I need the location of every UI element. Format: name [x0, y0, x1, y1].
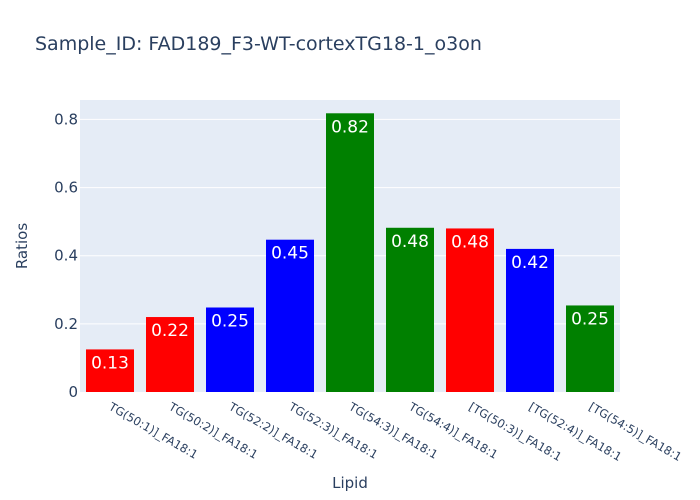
bar [266, 239, 314, 392]
bar-value-label: 0.45 [271, 244, 309, 264]
bar [506, 248, 554, 392]
y-tick-label: 0.2 [54, 315, 78, 333]
bars [86, 113, 614, 393]
y-tick-label: 0.4 [54, 247, 78, 265]
bar-value-label: 0.82 [331, 117, 369, 137]
bar-value-label: 0.22 [151, 321, 189, 341]
bar [326, 113, 374, 393]
x-axis-title: Lipid [332, 474, 368, 492]
bar-value-label: 0.25 [571, 309, 609, 329]
bar [386, 227, 434, 392]
bar-value-label: 0.25 [211, 312, 249, 332]
bar [206, 307, 254, 392]
chart-title: Sample_ID: FAD189_F3-WT-cortexTG18-1_o3o… [35, 33, 482, 55]
y-tick-label: 0.6 [54, 179, 78, 197]
x-axis-ticks: TG(50:1)]_FA18:1TG(50:2)]_FA18:1TG(52:2)… [106, 399, 685, 464]
bar-value-label: 0.42 [511, 253, 549, 273]
bar-value-label: 0.13 [91, 353, 129, 373]
y-tick-label: 0 [68, 383, 78, 401]
bar [566, 305, 614, 392]
y-axis-ticks: 0 0.2 0.4 0.6 0.8 [54, 110, 78, 401]
bar [86, 349, 134, 392]
bar-value-label: 0.48 [391, 232, 429, 252]
y-tick-label: 0.8 [54, 110, 78, 128]
bar-value-label: 0.48 [451, 232, 489, 252]
y-axis-title: Ratios [13, 223, 31, 270]
bar-labels: 0.13 0.22 0.25 0.45 0.82 0.48 0.48 0.42 0.25 [91, 117, 609, 373]
bar [446, 228, 494, 392]
bar [146, 317, 194, 392]
